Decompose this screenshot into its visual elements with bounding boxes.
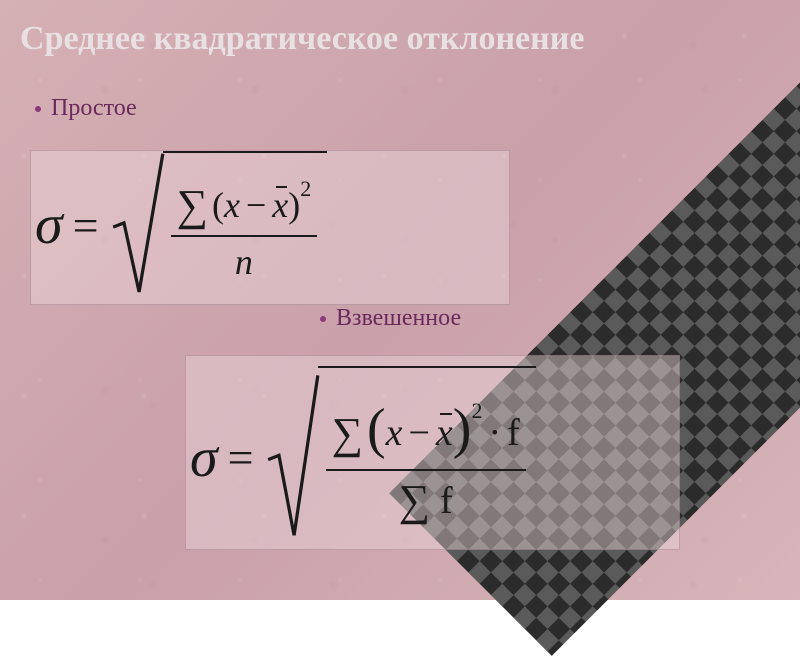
radical-icon: [266, 360, 320, 555]
bullet-simple-label: Простое: [51, 95, 137, 122]
fraction: ∑ ( x − x ) 2 n: [171, 180, 318, 283]
rparen: ): [288, 184, 300, 226]
sum-symbol: ∑: [332, 408, 363, 459]
lparen: (: [367, 397, 386, 461]
x-bar: x: [436, 411, 453, 455]
bullet-dot-icon: [320, 316, 326, 322]
equals-symbol: =: [73, 199, 99, 252]
x-bar: x: [272, 184, 288, 226]
sum-symbol: ∑: [399, 475, 430, 526]
f-var: f: [507, 411, 520, 455]
fraction-line: [171, 235, 318, 237]
n-var: n: [235, 241, 253, 283]
exponent-2: 2: [300, 176, 311, 202]
minus: −: [246, 184, 266, 226]
radical: ∑ ( x − x ) 2 n: [111, 145, 318, 305]
rparen: ): [453, 397, 472, 461]
sum-symbol: ∑: [177, 180, 208, 231]
denominator: ∑ f: [393, 475, 459, 526]
radical-bar: [318, 366, 536, 368]
equals-symbol: =: [228, 431, 254, 484]
denominator: n: [229, 241, 259, 283]
dot-symbol: ·: [488, 411, 501, 455]
radical-icon: [111, 145, 165, 305]
lparen: (: [212, 184, 224, 226]
fraction: ∑ ( x − x ) 2 · f ∑ f: [326, 401, 526, 526]
bullet-simple: Простое: [35, 95, 137, 122]
formula-simple: σ = ∑ ( x − x ) 2 n: [35, 145, 317, 305]
minus: −: [408, 411, 429, 455]
sigma-symbol: σ: [190, 426, 218, 490]
formula-weighted: σ = ∑ ( x − x ) 2 · f ∑ f: [190, 360, 526, 555]
fraction-line: [326, 469, 526, 471]
bullet-weighted-label: Взвешенное: [336, 305, 461, 332]
radical: ∑ ( x − x ) 2 · f ∑ f: [266, 360, 526, 555]
sigma-symbol: σ: [35, 193, 63, 257]
bullet-dot-icon: [35, 106, 41, 112]
f-var: f: [440, 479, 453, 523]
x-var: x: [386, 411, 403, 455]
slide-title: Среднее квадратическое отклонение: [20, 20, 584, 58]
numerator: ∑ ( x − x ) 2: [171, 180, 318, 231]
exponent-2: 2: [471, 398, 482, 424]
radical-bar: [163, 151, 328, 153]
x-var: x: [224, 184, 240, 226]
numerator: ∑ ( x − x ) 2 · f: [326, 401, 526, 465]
bullet-weighted: Взвешенное: [320, 305, 461, 332]
